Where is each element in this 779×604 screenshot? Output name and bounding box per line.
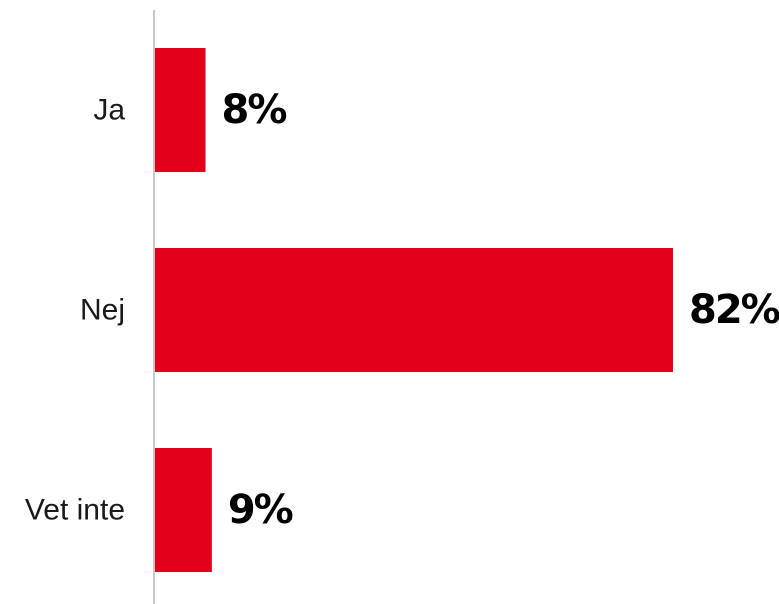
- value-label: 82%: [689, 287, 779, 333]
- value-label: 8%: [222, 87, 287, 133]
- category-label: Ja: [93, 94, 125, 127]
- bars-group: Ja 8% Nej 82% Vet inte 9%: [25, 48, 779, 572]
- value-label: 9%: [228, 487, 293, 533]
- bar-vet-inte: [155, 448, 212, 572]
- category-label: Vet inte: [25, 494, 125, 527]
- category-label: Nej: [80, 294, 125, 327]
- bar-ja: [155, 48, 206, 172]
- bar-nej: [155, 248, 673, 372]
